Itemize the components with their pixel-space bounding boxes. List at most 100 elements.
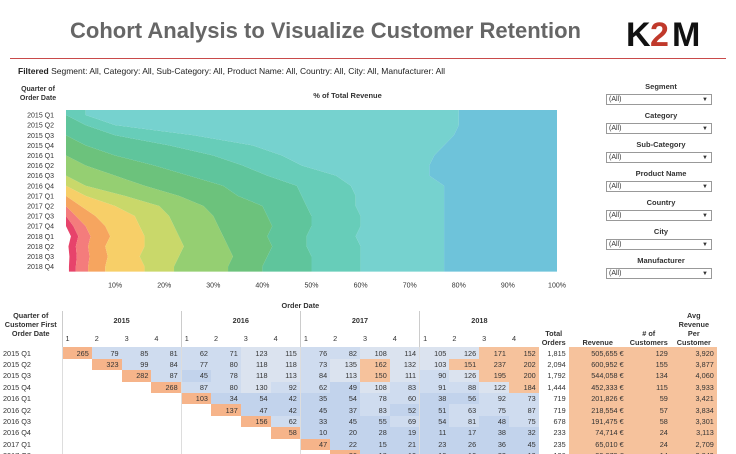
cohort-label: 2015 Q4 bbox=[3, 382, 31, 392]
y-axis-label: Quarter of Order Date bbox=[20, 86, 56, 102]
cohort-cell: 23 bbox=[419, 438, 450, 450]
cohort-cell: 132 bbox=[389, 358, 420, 371]
filter-label: Sub-Category bbox=[636, 140, 686, 149]
cohort-cell: 83 bbox=[389, 381, 420, 393]
cohort-cell: 32 bbox=[479, 449, 509, 454]
cohort-cell: 113 bbox=[330, 370, 360, 382]
filter-label: Country bbox=[646, 198, 676, 207]
cohort-cell: 62 bbox=[270, 415, 301, 428]
filter-dropdown[interactable]: (All) ▼ bbox=[606, 268, 712, 279]
cohort-cell: 162 bbox=[359, 358, 390, 371]
cohort-cell bbox=[61, 381, 92, 393]
x-tick-label: 100% bbox=[548, 283, 566, 290]
y-tick-label: 2016 Q2 bbox=[27, 163, 54, 170]
filter-dropdown[interactable]: (All) ▼ bbox=[606, 210, 712, 221]
x-tick-label: 50% bbox=[304, 283, 318, 290]
filter-label: Manufacturer bbox=[637, 256, 685, 265]
cohort-cell: 111 bbox=[389, 370, 420, 382]
cohort-table: Order Date Quarter of Customer First Orde… bbox=[0, 300, 717, 454]
cohort-cell bbox=[210, 415, 241, 428]
cohort-label: 2017 Q2 bbox=[0, 450, 62, 454]
header-divider bbox=[10, 58, 726, 59]
chevron-down-icon: ▼ bbox=[702, 271, 708, 277]
filter-dropdown[interactable]: (All) ▼ bbox=[606, 152, 712, 163]
avg-revenue-cell: 3,877 bbox=[670, 358, 717, 371]
filter-label: Segment bbox=[645, 82, 677, 91]
cohort-cell: 45 bbox=[299, 404, 331, 416]
cohort-label: 2015 Q1 bbox=[3, 348, 31, 358]
y-tick-label: 2017 Q3 bbox=[27, 214, 54, 221]
cohort-cell: 63 bbox=[449, 404, 480, 416]
cohort-label: 2016 Q3 bbox=[3, 416, 31, 426]
cohort-cell: 47 bbox=[240, 404, 271, 416]
area-series-6 bbox=[66, 110, 233, 272]
filter-dropdown[interactable]: (All) ▼ bbox=[606, 123, 712, 134]
cohort-cell: 122 bbox=[479, 381, 509, 393]
cohort-cell bbox=[210, 449, 241, 454]
cohort-cell: 91 bbox=[419, 381, 450, 393]
cohort-cell bbox=[91, 381, 122, 393]
total-orders-cell: 1,792 bbox=[547, 371, 566, 381]
filter-dropdown[interactable]: (All) ▼ bbox=[606, 181, 712, 192]
cohort-cell: 152 bbox=[508, 347, 539, 359]
cohort-cell: 87 bbox=[508, 404, 539, 416]
quarter-header: 3 bbox=[124, 333, 129, 343]
chart-title: % of Total Revenue bbox=[313, 91, 382, 100]
cohort-cell: 18 bbox=[359, 449, 390, 454]
cohort-cell: 34 bbox=[210, 392, 241, 405]
year-header: 2018 bbox=[419, 311, 539, 330]
k2m-logo: K 2 M bbox=[626, 16, 700, 50]
cohort-cell bbox=[91, 404, 122, 416]
cohort-label: 2016 Q4 bbox=[3, 428, 31, 438]
filter-city: City (All) ▼ bbox=[606, 227, 716, 256]
quarter-header: 2 bbox=[94, 333, 99, 343]
area-series-3 bbox=[66, 110, 111, 272]
quarter-header: 3 bbox=[482, 333, 487, 343]
cohort-cell: 103 bbox=[180, 392, 211, 405]
svg-text:K: K bbox=[626, 16, 651, 50]
cohort-label: 2015 Q2 bbox=[3, 359, 31, 369]
filter-dropdown[interactable]: (All) ▼ bbox=[606, 239, 712, 250]
cohort-cell: 81 bbox=[151, 347, 182, 359]
cohort-cell bbox=[151, 449, 182, 454]
cohort-cell: 90 bbox=[419, 370, 450, 382]
header-row-order-date: Order Date bbox=[0, 300, 717, 311]
chevron-down-icon: ▼ bbox=[702, 126, 708, 132]
cohort-cell: 195 bbox=[479, 370, 509, 382]
cohort-cell bbox=[121, 449, 152, 454]
customers-cell: 134 bbox=[626, 370, 671, 382]
cohort-cell: 80 bbox=[210, 381, 241, 393]
cohort-header: Quarter of Customer First Order Date bbox=[4, 311, 57, 339]
revenue-cell: 505,655 € bbox=[568, 347, 627, 359]
x-tick-label: 80% bbox=[452, 283, 466, 290]
area-series-4 bbox=[66, 110, 145, 272]
cohort-cell: 156 bbox=[240, 415, 271, 428]
quarter-header: 4 bbox=[511, 333, 517, 343]
summary-header: Total Orders bbox=[541, 329, 566, 348]
filter-dropdown[interactable]: (All) ▼ bbox=[606, 94, 712, 105]
table-row: 2016 Q3 156 62 33 45 55 69 54 81 48 75 678 191,475 €… bbox=[0, 415, 717, 428]
chevron-down-icon: ▼ bbox=[702, 184, 708, 190]
cohort-cell bbox=[270, 438, 301, 450]
cohort-cell bbox=[270, 449, 301, 454]
cohort-cell: 85 bbox=[121, 347, 152, 359]
cohort-cell bbox=[61, 370, 92, 382]
cohort-cell bbox=[91, 449, 122, 454]
cohort-cell: 184 bbox=[508, 381, 539, 393]
cohort-cell bbox=[210, 438, 241, 450]
x-tick-label: 30% bbox=[206, 283, 220, 290]
cohort-cell bbox=[121, 381, 152, 393]
chevron-down-icon: ▼ bbox=[702, 213, 708, 219]
cohort-cell: 75 bbox=[479, 404, 509, 416]
avg-revenue-cell: 3,301 bbox=[670, 415, 717, 428]
customers-cell: 59 bbox=[626, 392, 671, 405]
area-series-8 bbox=[66, 110, 312, 272]
cohort-cell: 54 bbox=[330, 392, 360, 405]
avg-revenue-cell: 3,834 bbox=[670, 404, 717, 416]
customers-cell: 58 bbox=[626, 415, 671, 428]
cohort-cell: 126 bbox=[449, 370, 480, 382]
cohort-cell: 10 bbox=[419, 449, 450, 454]
area-series-10 bbox=[85, 110, 459, 272]
cohort-cell: 202 bbox=[508, 358, 539, 371]
cohort-cell: 36 bbox=[479, 438, 509, 450]
